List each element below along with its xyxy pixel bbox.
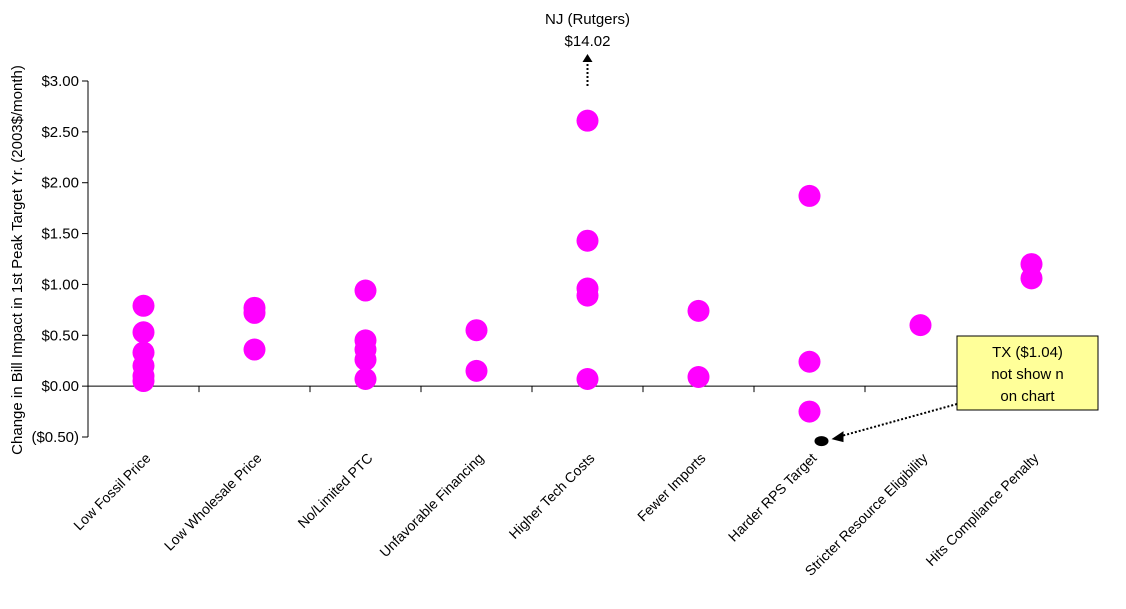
data-point	[465, 319, 488, 342]
y-tick-label: $0.50	[41, 327, 79, 344]
y-axis-ticks: ($0.50) $0.00 $0.50 $1.00 $1.50 $2.00 $2.50 $3.…	[31, 73, 88, 446]
x-axis-ticks: Low Fossil Price Low Wholesale Price No/Li…	[70, 386, 1088, 579]
data-point	[243, 301, 266, 324]
data-point	[465, 359, 488, 382]
data-point	[1020, 267, 1043, 290]
data-point	[687, 299, 710, 322]
data-point	[798, 400, 821, 423]
x-category-label: Hits Compliance Penalty	[922, 450, 1041, 569]
y-tick-label: $1.50	[41, 226, 79, 243]
x-category-label: Harder RPS Target	[725, 450, 820, 545]
annotation-text: NJ (Rutgers)	[545, 11, 630, 28]
data-point	[354, 348, 377, 371]
data-point	[132, 294, 155, 317]
data-point	[243, 338, 266, 361]
data-point	[576, 368, 599, 391]
x-category-label: Unfavorable Financing	[376, 450, 486, 560]
callout-arrowhead	[831, 431, 844, 443]
x-category-label: Low Wholesale Price	[161, 450, 265, 554]
data-point	[909, 314, 932, 337]
data-point	[798, 184, 821, 207]
y-tick-label: $2.00	[41, 175, 79, 192]
annotation-text: $14.02	[565, 33, 611, 50]
x-category-label: Fewer Imports	[634, 450, 709, 525]
data-point	[576, 109, 599, 132]
data-point	[576, 284, 599, 307]
data-point	[354, 368, 377, 391]
annotations: NJ (Rutgers) $14.02 TX ($1.04) not show n on…	[545, 11, 1099, 447]
data-point	[132, 370, 155, 393]
data-points	[132, 109, 1043, 423]
x-category-label: Stricter Resource Eligibility	[802, 450, 931, 579]
callout-marker	[814, 436, 829, 447]
x-category-label: Higher Tech Costs	[506, 450, 598, 542]
y-tick-label: $0.00	[41, 378, 79, 395]
data-point	[354, 279, 377, 302]
data-point	[132, 321, 155, 344]
y-tick-label: $1.00	[41, 276, 79, 293]
y-tick-label: $2.50	[41, 124, 79, 141]
callout-text: on chart	[1000, 388, 1055, 405]
x-category-label: Low Fossil Price	[70, 450, 154, 534]
callout-text: not show n	[991, 366, 1064, 383]
callout-box	[956, 335, 1099, 411]
callout-text: TX ($1.04)	[992, 344, 1063, 361]
annotation-arrowhead	[582, 54, 593, 62]
data-point	[576, 229, 599, 252]
x-category-label: No/Limited PTC	[294, 450, 375, 531]
data-point	[798, 350, 821, 373]
y-axis-title: Change in Bill Impact in 1st Peak Target…	[9, 65, 26, 455]
callout-leader-line	[837, 403, 958, 439]
y-tick-label: $3.00	[41, 73, 79, 90]
y-tick-label: ($0.50)	[31, 429, 79, 446]
data-point	[687, 365, 710, 388]
